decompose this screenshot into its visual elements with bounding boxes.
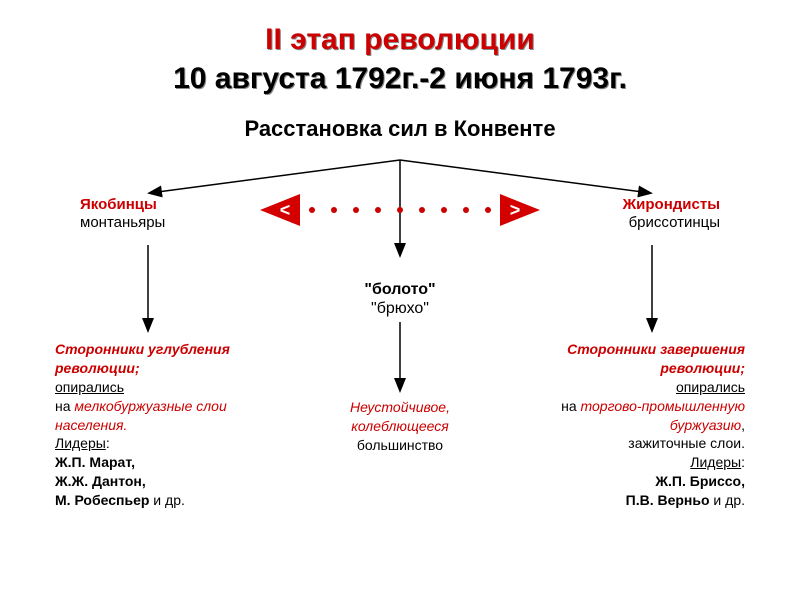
faction-right-alt: бриссотинцы <box>629 214 720 231</box>
faction-center-name: "болото" <box>364 281 435 298</box>
desc-left: Сторонники углубления революции; опирали… <box>55 340 275 510</box>
title-line1: II этап революции <box>265 23 535 56</box>
faction-left: Якобинцы монтаньяры <box>80 196 220 232</box>
faction-left-alt: монтаньяры <box>80 214 165 231</box>
desc-center: Неустойчивое, колеблющееся большинство <box>325 398 475 455</box>
dots-row <box>309 207 491 213</box>
title: II этап революции 10 августа 1792г.-2 ию… <box>0 0 800 98</box>
faction-center: "болото" "брюхо" <box>364 280 435 318</box>
faction-left-name: Якобинцы <box>80 196 157 213</box>
subtitle: Расстановка сил в Конвенте <box>0 116 800 142</box>
title-line2: 10 августа 1792г.-2 июня 1793г. <box>173 62 627 95</box>
svg-text:>: > <box>510 200 521 220</box>
faction-right: Жирондисты бриссотинцы <box>580 196 720 232</box>
triangle-right: > <box>500 194 540 226</box>
svg-text:<: < <box>280 200 291 220</box>
faction-right-name: Жирондисты <box>623 196 720 213</box>
faction-center-alt: "брюхо" <box>371 300 429 317</box>
desc-right: Сторонники завершения революции; опирали… <box>525 340 745 510</box>
triangle-left: < <box>260 194 300 226</box>
